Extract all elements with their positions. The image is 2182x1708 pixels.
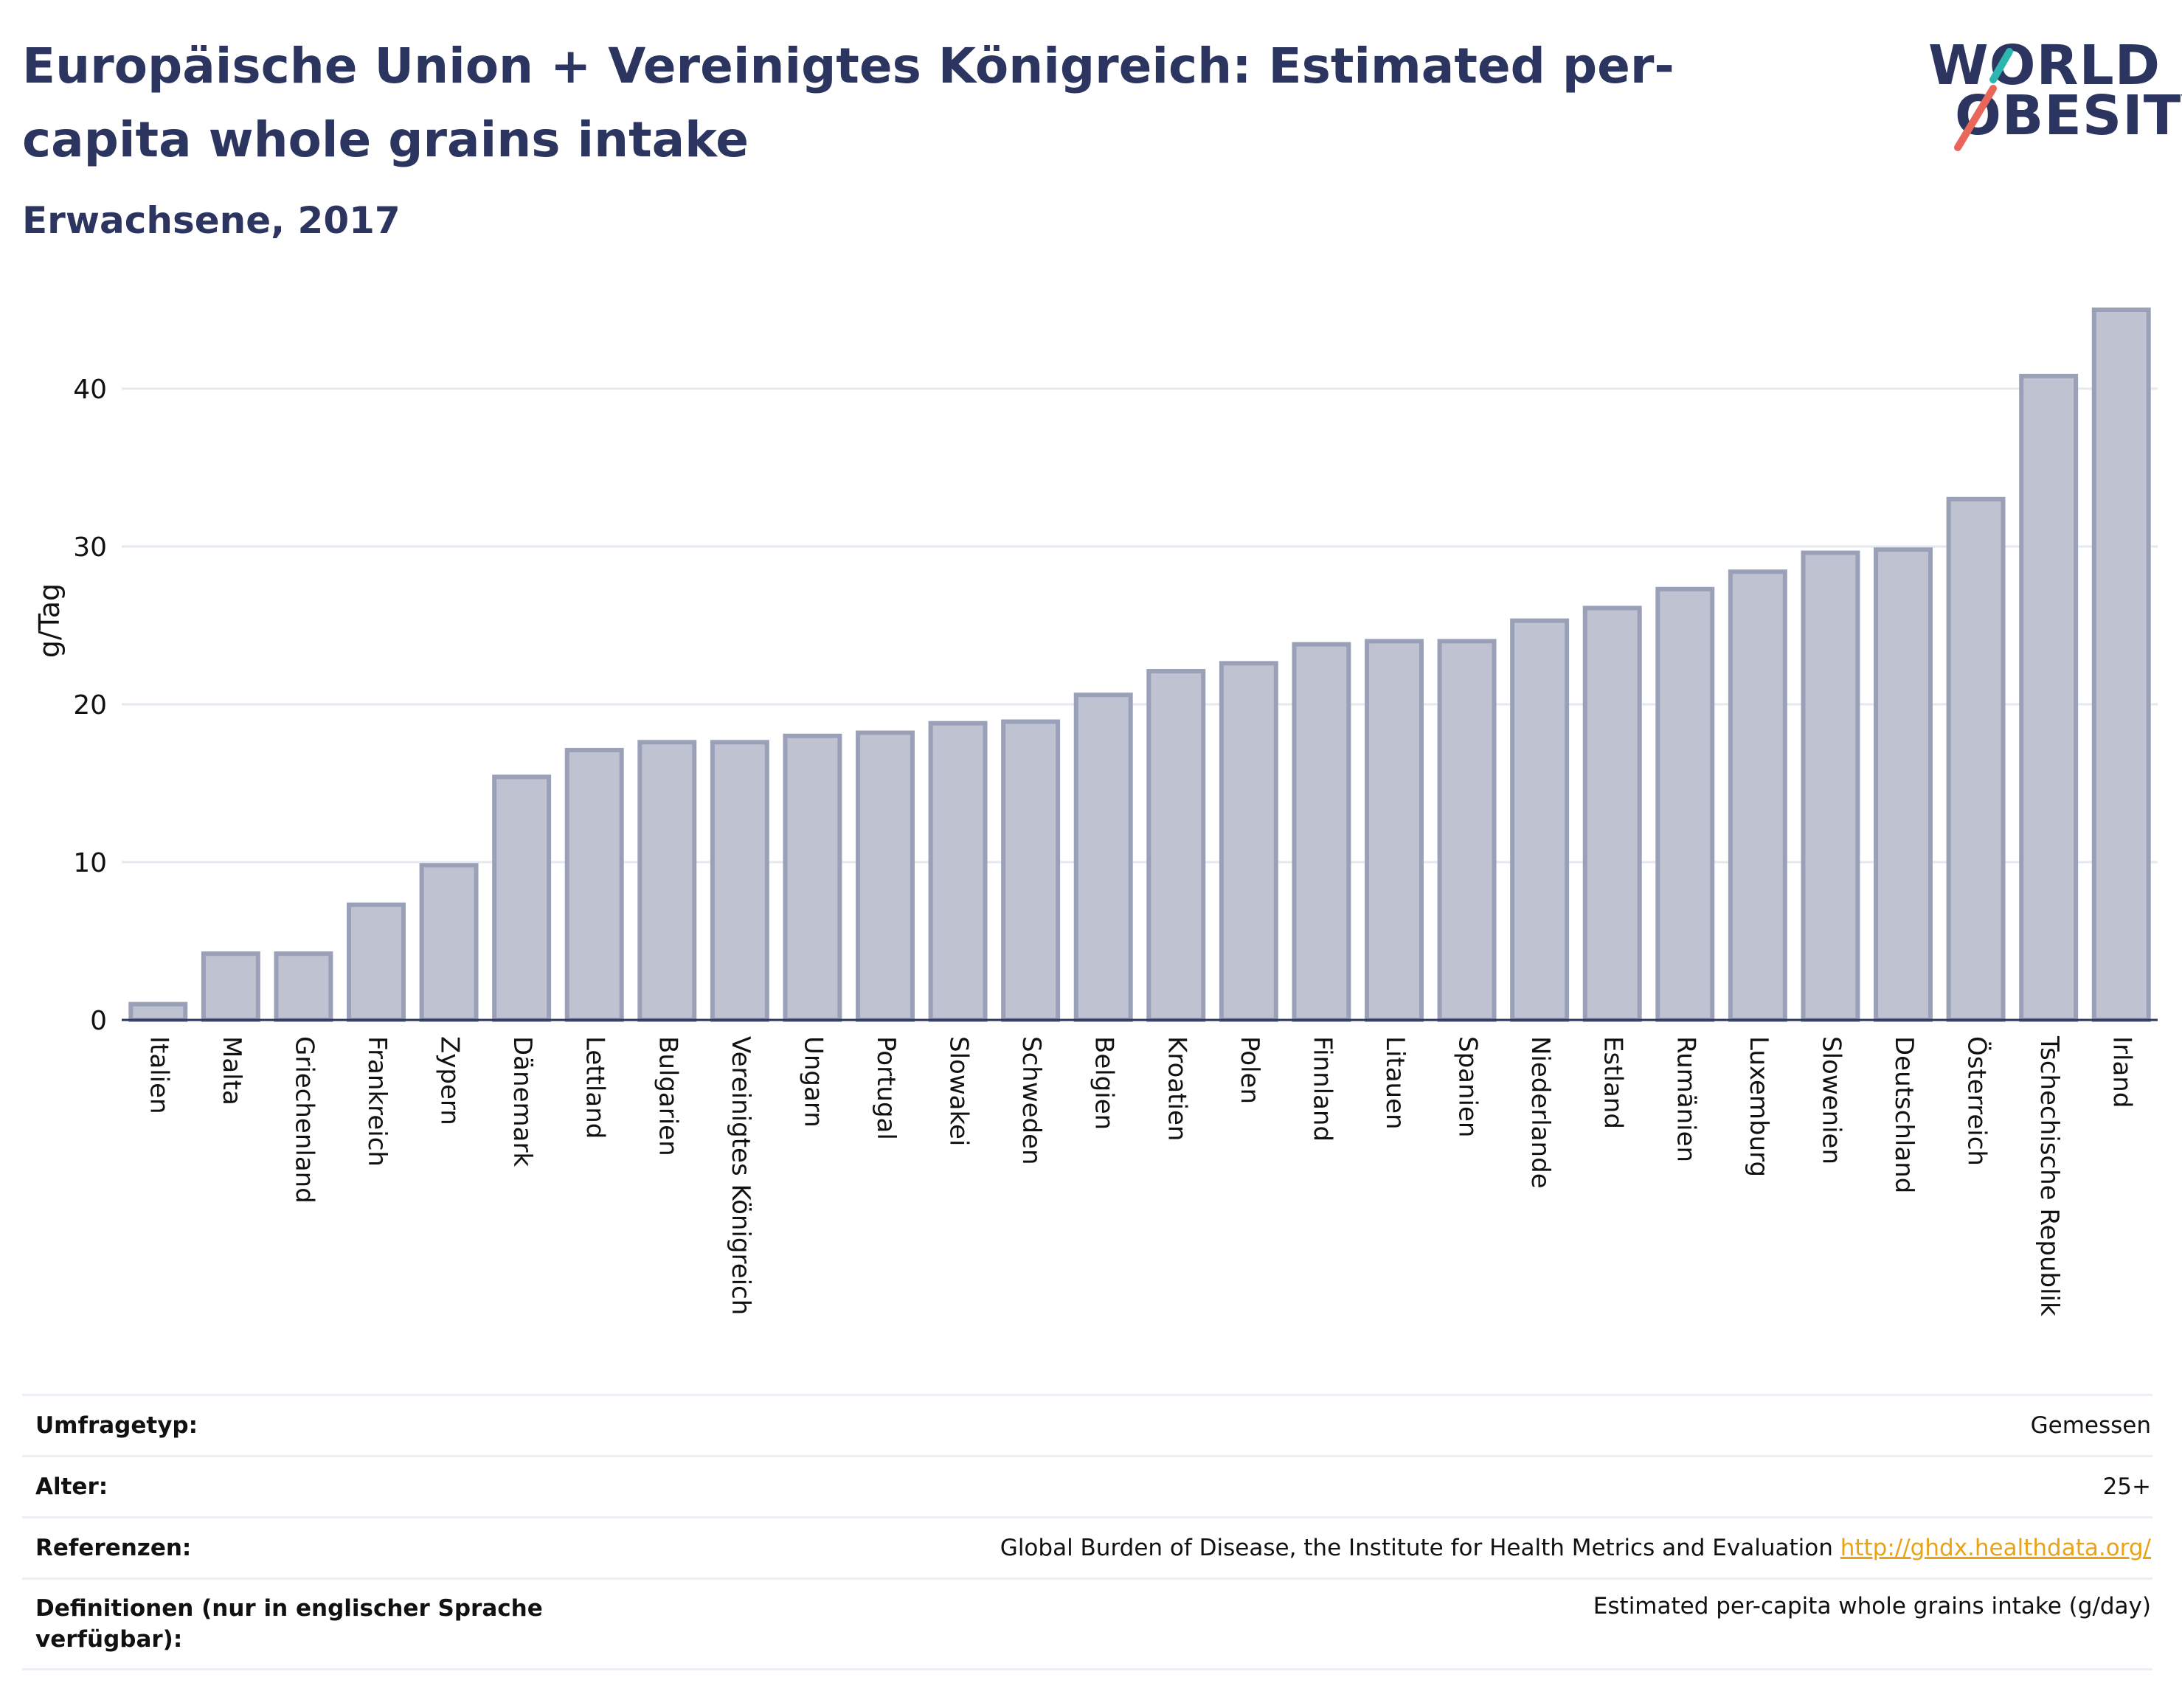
x-tick-label: Irland (2107, 1036, 2137, 1108)
bar[interactable] (492, 774, 552, 1022)
x-tick-label: Bulgarien (653, 1036, 682, 1156)
logo-text-world: WORLD (1928, 34, 2161, 97)
x-tick-label: Zypern (435, 1036, 465, 1125)
meta-row-age: Alter: 25+ (22, 1455, 2152, 1516)
chart-title: Europäische Union + Vereinigtes Königrei… (22, 38, 1674, 168)
x-tick-label: Slowakei (944, 1036, 974, 1146)
x-tick-label: Finnland (1307, 1036, 1337, 1142)
x-tick-label: Lettland (581, 1036, 610, 1139)
x-tick-label: Luxemburg (1744, 1036, 1773, 1177)
x-tick-label: Portugal (871, 1036, 901, 1140)
y-tick-label: 10 (73, 848, 107, 878)
x-tick-label: Frankreich (362, 1036, 392, 1167)
bar[interactable] (2019, 373, 2079, 1022)
meta-value: Estimated per-capita whole grains intake… (1593, 1593, 2151, 1620)
x-tick-label: Dänemark (508, 1036, 537, 1167)
x-tick-label: Kroatien (1162, 1036, 1191, 1141)
x-tick-label: Belgien (1090, 1036, 1119, 1130)
x-tick-label: Estland (1599, 1036, 1628, 1129)
x-tick-label: Vereinigtes Königreich (726, 1036, 755, 1315)
logo-slash-icon (1954, 48, 2013, 151)
bar[interactable] (1437, 639, 1497, 1022)
x-tick-label: Rumänien (1671, 1036, 1700, 1162)
y-axis-label: g/Tag (33, 583, 66, 658)
bar[interactable] (2091, 308, 2151, 1022)
x-tick-label: Schweden (1016, 1036, 1046, 1165)
metadata-table: Umfragetyp: Gemessen Alter: 25+ Referenz… (22, 1394, 2152, 1670)
y-tick-label: 0 (90, 1006, 107, 1036)
bar[interactable] (637, 740, 697, 1022)
bar[interactable] (1582, 605, 1642, 1022)
bar[interactable] (783, 733, 842, 1022)
bar[interactable] (1655, 586, 1715, 1022)
bar[interactable] (274, 951, 333, 1022)
x-tick-label: Litauen (1380, 1036, 1410, 1130)
y-tick-label: 40 (73, 375, 107, 405)
x-tick-label: Malta (217, 1036, 246, 1105)
meta-label: Alter: (35, 1473, 108, 1500)
meta-label: Definitionen (nur in englischer Sprache … (35, 1595, 543, 1653)
meta-value: 25+ (2102, 1473, 2151, 1500)
x-tick-label: Tschechische Republik (2034, 1035, 2064, 1316)
bar[interactable] (419, 863, 479, 1023)
bar[interactable] (1874, 547, 1933, 1022)
bar[interactable] (1946, 496, 2006, 1022)
bar[interactable] (1292, 642, 1351, 1022)
bar[interactable] (1801, 550, 1860, 1022)
bars (128, 308, 2151, 1023)
x-tick-label: Spanien (1453, 1036, 1483, 1137)
bar[interactable] (1073, 692, 1133, 1022)
bar[interactable] (710, 740, 769, 1022)
meta-value: Gemessen (2030, 1412, 2151, 1439)
meta-row-definitions: Definitionen (nur in englischer Sprache … (22, 1577, 2152, 1670)
y-axis-ticks: 0 10 20 30 40 (73, 375, 107, 1036)
meta-row-survey-type: Umfragetyp: Gemessen (22, 1394, 2152, 1455)
bar-chart: 0 10 20 30 40 Italien Malta Griechenland Frankr… (33, 308, 2158, 1316)
x-tick-label: Ungarn (798, 1036, 828, 1128)
bar[interactable] (856, 730, 915, 1023)
bar[interactable] (201, 951, 260, 1022)
bar[interactable] (128, 1001, 188, 1022)
bar[interactable] (1146, 669, 1206, 1022)
bar[interactable] (1219, 661, 1278, 1022)
reference-text: Global Burden of Disease, the Institute … (1000, 1535, 1833, 1561)
y-tick-label: 20 (73, 690, 107, 721)
bar[interactable] (1728, 569, 1787, 1022)
logo-text-obesity: OBESITY (1955, 84, 2182, 147)
x-tick-label: Österreich (1962, 1036, 1992, 1166)
bar[interactable] (928, 721, 988, 1022)
meta-label: Referenzen: (35, 1535, 192, 1561)
x-tick-label: Niederlande (1525, 1036, 1555, 1189)
bar[interactable] (564, 748, 624, 1022)
y-tick-label: 30 (73, 532, 107, 563)
meta-row-references: Referenzen: Global Burden of Disease, th… (22, 1516, 2152, 1577)
x-tick-label: Slowenien (1816, 1036, 1846, 1164)
meta-label: Umfragetyp: (35, 1412, 198, 1439)
x-tick-label: Italien (144, 1036, 173, 1114)
chart-subtitle: Erwachsene, 2017 (22, 199, 401, 242)
meta-value: Global Burden of Disease, the Institute … (1000, 1535, 2152, 1561)
bar[interactable] (1510, 618, 1570, 1022)
world-obesity-logo[interactable]: WORLD OBESITY (1925, 22, 2182, 155)
bar[interactable] (1365, 639, 1424, 1022)
x-tick-label: Deutschland (1889, 1036, 1919, 1193)
bar[interactable] (1001, 719, 1061, 1022)
bar[interactable] (347, 902, 406, 1023)
x-axis-ticks: Italien Malta Griechenland Frankreich Zypern… (144, 1035, 2136, 1316)
x-tick-label: Polen (1235, 1036, 1264, 1104)
reference-link[interactable]: http://ghdx.healthdata.org/ (1840, 1535, 2151, 1561)
x-tick-label: Griechenland (289, 1036, 319, 1204)
